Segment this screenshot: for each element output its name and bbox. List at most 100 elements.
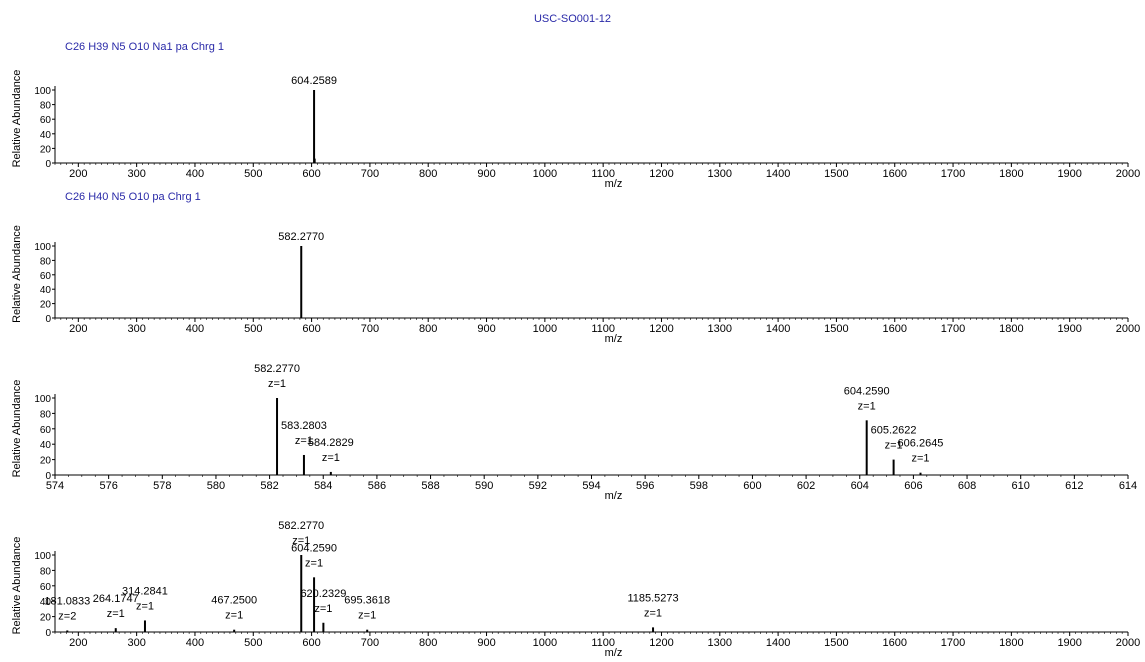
y-tick-label: 40 [40, 440, 52, 451]
x-tick-label: 700 [361, 168, 379, 180]
x-tick-label: 1600 [882, 168, 906, 180]
x-tick-label: 200 [69, 168, 87, 180]
peak-mass-label: 605.2622 [871, 425, 917, 437]
x-tick-label: 300 [127, 323, 145, 335]
y-tick-label: 80 [40, 566, 52, 577]
peak-mass-label: 606.2645 [898, 438, 944, 450]
x-tick-label: 500 [244, 323, 262, 335]
x-tick-label: 600 [302, 637, 320, 649]
peak-mass-label: 620.2329 [300, 588, 346, 600]
x-tick-label: 1600 [882, 637, 906, 649]
y-tick-label: 0 [45, 159, 51, 170]
x-tick-label: 584 [314, 480, 332, 492]
x-tick-label: 1300 [708, 637, 732, 649]
x-axis-label: m/z [605, 333, 623, 345]
x-tick-label: 400 [186, 323, 204, 335]
peak-charge-label: z=1 [225, 610, 243, 622]
formula-label: C26 H40 N5 O10 pa Chrg 1 [65, 191, 201, 203]
y-axis-label: Relative Abundance [11, 225, 23, 323]
peak-mass-label: 584.2829 [308, 437, 354, 449]
x-tick-label: 700 [361, 637, 379, 649]
peak-charge-label: z=1 [268, 378, 286, 390]
y-tick-label: 80 [40, 256, 52, 267]
peak-charge-label: z=1 [314, 603, 332, 615]
peak-charge-label: z=1 [322, 452, 340, 464]
y-tick-label: 100 [34, 551, 51, 562]
x-tick-label: 578 [153, 480, 171, 492]
x-axis-label: m/z [605, 647, 623, 657]
y-tick-label: 60 [40, 425, 52, 436]
y-tick-label: 40 [40, 130, 52, 141]
x-tick-label: 604 [851, 480, 869, 492]
y-tick-label: 20 [40, 613, 52, 624]
x-tick-label: 600 [302, 168, 320, 180]
formula-label: C26 H39 N5 O10 Na1 pa Chrg 1 [65, 41, 224, 53]
x-tick-label: 594 [582, 480, 600, 492]
peak-charge-label: z=1 [305, 557, 323, 569]
x-tick-label: 1900 [1057, 323, 1081, 335]
peak-charge-label: z=1 [358, 610, 376, 622]
y-tick-label: 80 [40, 409, 52, 420]
x-tick-label: 800 [419, 323, 437, 335]
x-tick-label: 1600 [882, 323, 906, 335]
x-tick-label: 600 [743, 480, 761, 492]
x-tick-label: 590 [475, 480, 493, 492]
peak-charge-label: z=1 [911, 453, 929, 465]
y-tick-label: 20 [40, 456, 52, 467]
x-tick-label: 200 [69, 637, 87, 649]
peak-mass-label: 582.2770 [278, 520, 324, 532]
x-tick-label: 1000 [533, 323, 557, 335]
x-tick-label: 900 [477, 637, 495, 649]
x-tick-label: 1800 [999, 637, 1023, 649]
x-tick-label: 1100 [591, 323, 615, 335]
peak-charge-label: z=1 [136, 600, 154, 612]
x-tick-label: 400 [186, 168, 204, 180]
y-axis-label: Relative Abundance [11, 380, 23, 478]
peak-charge-label: z=1 [858, 400, 876, 412]
x-tick-label: 900 [477, 168, 495, 180]
figure-title: USC-SO001-12 [533, 13, 612, 25]
x-tick-label: 610 [1012, 480, 1030, 492]
x-tick-label: 1200 [649, 637, 673, 649]
x-tick-label: 1300 [708, 323, 732, 335]
y-tick-label: 60 [40, 271, 52, 282]
x-tick-label: 300 [127, 637, 145, 649]
y-tick-label: 0 [45, 314, 51, 325]
peak-mass-label: 582.2770 [278, 231, 324, 243]
x-axis-label: m/z [605, 490, 623, 502]
peak-mass-label: 1185.5273 [627, 592, 678, 604]
x-tick-label: 1700 [941, 168, 965, 180]
peak-charge-label: z=1 [295, 435, 313, 447]
x-tick-label: 1200 [649, 168, 673, 180]
y-tick-label: 40 [40, 597, 52, 608]
x-tick-label: 1500 [824, 323, 848, 335]
peak-mass-label: 181.0833 [44, 595, 90, 607]
x-tick-label: 2000 [1116, 323, 1140, 335]
x-tick-label: 602 [797, 480, 815, 492]
peak-mass-label: 314.2841 [122, 585, 168, 597]
peak-mass-label: 583.2803 [281, 420, 327, 432]
x-tick-label: 800 [419, 168, 437, 180]
x-tick-label: 1700 [941, 637, 965, 649]
x-tick-label: 1900 [1057, 168, 1081, 180]
peak-mass-label: 604.2590 [844, 385, 890, 397]
x-tick-label: 574 [46, 480, 64, 492]
y-tick-label: 40 [40, 285, 52, 296]
peak-mass-label: 604.2590 [291, 542, 337, 554]
x-tick-label: 1900 [1057, 637, 1081, 649]
x-tick-label: 1700 [941, 323, 965, 335]
x-tick-label: 400 [186, 637, 204, 649]
y-axis-label: Relative Abundance [11, 537, 23, 635]
x-tick-label: 608 [958, 480, 976, 492]
y-tick-label: 0 [45, 471, 51, 482]
x-tick-label: 2000 [1116, 637, 1140, 649]
x-tick-label: 598 [690, 480, 708, 492]
x-tick-label: 2000 [1116, 168, 1140, 180]
x-tick-label: 1000 [533, 168, 557, 180]
x-tick-label: 800 [419, 637, 437, 649]
x-tick-label: 1500 [824, 637, 848, 649]
x-tick-label: 300 [127, 168, 145, 180]
x-tick-label: 612 [1065, 480, 1083, 492]
x-tick-label: 1800 [999, 323, 1023, 335]
